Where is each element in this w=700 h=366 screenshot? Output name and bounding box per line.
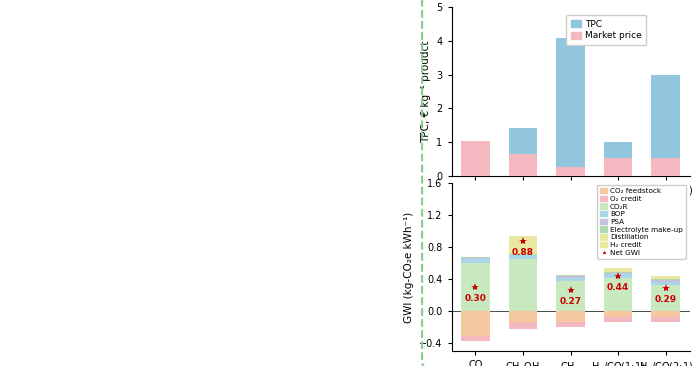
- Bar: [652, 75, 680, 176]
- Bar: [509, 322, 537, 329]
- Bar: [652, 317, 680, 322]
- Bar: [461, 257, 489, 258]
- Bar: [556, 281, 584, 311]
- Bar: [461, 258, 489, 259]
- Bar: [604, 274, 632, 277]
- Text: 0.27: 0.27: [559, 297, 582, 306]
- Bar: [509, 259, 537, 311]
- Bar: [652, 279, 680, 280]
- Bar: [556, 311, 584, 322]
- Bar: [604, 272, 632, 273]
- Bar: [556, 276, 584, 277]
- Bar: [604, 273, 632, 274]
- Bar: [604, 142, 632, 176]
- Bar: [461, 336, 489, 341]
- Y-axis label: TPC, € kg⁻¹ proudct: TPC, € kg⁻¹ proudct: [421, 40, 430, 143]
- Bar: [509, 128, 537, 176]
- Y-axis label: GWI (kg-CO₂e kWh⁻¹): GWI (kg-CO₂e kWh⁻¹): [403, 212, 414, 323]
- Text: 0.29: 0.29: [654, 295, 677, 304]
- Bar: [652, 281, 680, 285]
- Bar: [461, 263, 489, 311]
- Bar: [461, 141, 489, 176]
- Bar: [509, 154, 537, 176]
- Bar: [509, 254, 537, 255]
- Bar: [652, 158, 680, 176]
- Bar: [461, 311, 489, 336]
- Bar: [604, 268, 632, 272]
- Text: 0.88: 0.88: [512, 248, 534, 257]
- Bar: [652, 311, 680, 317]
- Legend: CO₂ feedstock, O₂ credit, CO₂R, BOP, PSA, Electrolyte make-up, Distillation, H₂ : CO₂ feedstock, O₂ credit, CO₂R, BOP, PSA…: [597, 185, 686, 259]
- Bar: [556, 322, 584, 327]
- Bar: [556, 277, 584, 281]
- Bar: [604, 311, 632, 317]
- Bar: [461, 259, 489, 263]
- Text: 0.30: 0.30: [464, 294, 486, 303]
- Bar: [604, 158, 632, 176]
- Bar: [556, 38, 584, 176]
- Bar: [509, 311, 537, 322]
- Bar: [556, 275, 584, 276]
- Text: 0.44: 0.44: [607, 283, 629, 292]
- Bar: [652, 285, 680, 311]
- Legend: TPC, Market price: TPC, Market price: [566, 15, 646, 45]
- Bar: [461, 160, 489, 176]
- Bar: [652, 280, 680, 281]
- Bar: [556, 167, 584, 176]
- Bar: [604, 317, 632, 322]
- Bar: [509, 255, 537, 259]
- Bar: [652, 276, 680, 279]
- Bar: [604, 277, 632, 311]
- Bar: [509, 236, 537, 254]
